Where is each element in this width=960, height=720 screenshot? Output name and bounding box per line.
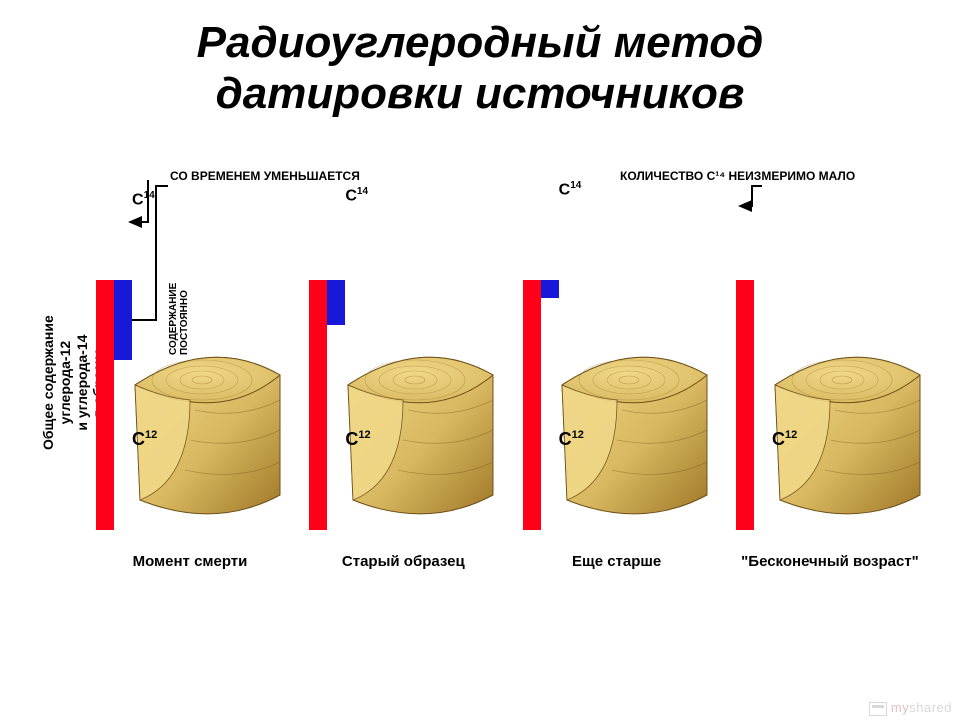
c12-label: C12 (772, 429, 797, 450)
c12-label: C12 (559, 429, 584, 450)
c14-label: C14 (559, 180, 582, 199)
bar-c14 (327, 280, 345, 325)
panel-caption: Старый образец (303, 553, 503, 570)
panel-caption: Еще старше (517, 553, 717, 570)
c14-label: C14 (132, 190, 155, 209)
panel-2: C14 C12 Еще старше (517, 180, 717, 600)
title-line-2: датировки источников (216, 69, 745, 118)
bar-group (523, 280, 559, 530)
bar-group (309, 280, 345, 530)
watermark: myshared (869, 700, 952, 716)
bar-c12 (309, 280, 327, 530)
bar-c14 (541, 280, 559, 298)
panel-0: C14 C12 Момент смерти (90, 180, 290, 600)
c14-label: C14 (345, 186, 368, 205)
title-line-1: Радиоуглеродный метод (197, 18, 764, 67)
watermark-my: my (891, 700, 909, 715)
presentation-icon (869, 702, 887, 716)
bar-group (736, 280, 772, 530)
diagram-area: Общее содержание углерода-12 и углерода-… (0, 180, 960, 600)
watermark-shared: shared (909, 700, 952, 715)
bar-c12 (523, 280, 541, 530)
bar-c14 (114, 280, 132, 360)
c12-label: C12 (345, 429, 370, 450)
panel-3: C12 "Бесконечный возраст" (730, 180, 930, 600)
c12-label: C12 (132, 429, 157, 450)
page-title: Радиоуглеродный метод датировки источник… (0, 0, 960, 129)
panel-1: C14 C12 Старый образец (303, 180, 503, 600)
bar-group (96, 280, 132, 530)
bar-c12 (96, 280, 114, 530)
panel-caption: Момент смерти (90, 553, 290, 570)
panel-caption: "Бесконечный возраст" (730, 553, 930, 570)
panels-row: C14 C12 Момент смерти C14 C12 Старый образец (90, 180, 930, 600)
bar-c12 (736, 280, 754, 530)
